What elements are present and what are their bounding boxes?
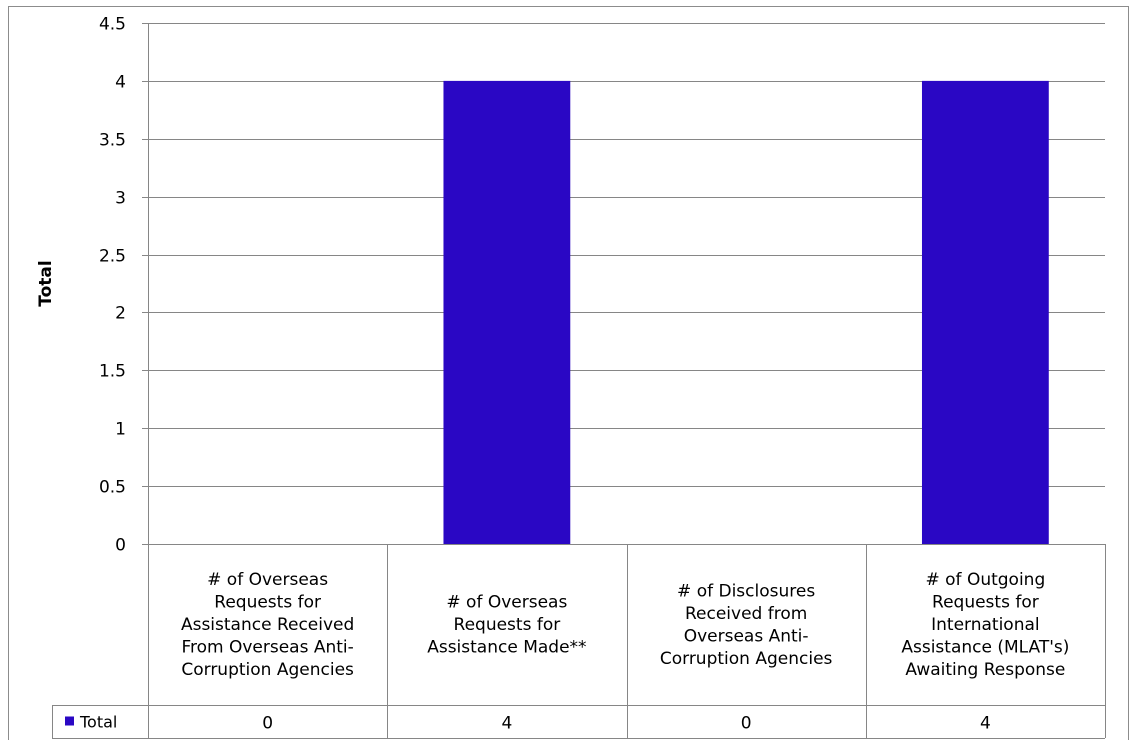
table-value: 4 bbox=[980, 714, 991, 734]
y-tick-label: 4 bbox=[115, 73, 126, 93]
y-tick-label: 3.5 bbox=[99, 131, 126, 151]
legend-label: Total bbox=[79, 713, 117, 732]
category-label: # of Disclosures Received from Overseas An… bbox=[660, 581, 833, 669]
category-label: # of Outgoing Requests for International As… bbox=[901, 570, 1069, 680]
y-tick-label: 0.5 bbox=[99, 478, 126, 498]
y-axis-title: Total bbox=[36, 260, 56, 306]
y-tick-label: 2 bbox=[115, 304, 126, 324]
bar bbox=[443, 80, 571, 544]
category-label: # of Overseas Requests for Assistance Rece… bbox=[181, 570, 354, 680]
y-tick-label: 2.5 bbox=[99, 247, 126, 267]
y-tick-label: 3 bbox=[115, 189, 126, 209]
table-value: 0 bbox=[262, 714, 273, 734]
category-label: # of Overseas Requests for Assistance Made… bbox=[427, 593, 586, 658]
table-value: 4 bbox=[501, 714, 512, 734]
y-tick-label: 4.5 bbox=[99, 15, 126, 35]
y-tick-label: 0 bbox=[115, 536, 126, 556]
bar bbox=[921, 80, 1049, 544]
legend-swatch bbox=[65, 716, 74, 726]
table-value: 0 bbox=[741, 714, 752, 734]
y-tick-label: 1 bbox=[115, 420, 126, 440]
chart-border bbox=[8, 6, 1129, 740]
y-tick-label: 1.5 bbox=[99, 362, 126, 382]
